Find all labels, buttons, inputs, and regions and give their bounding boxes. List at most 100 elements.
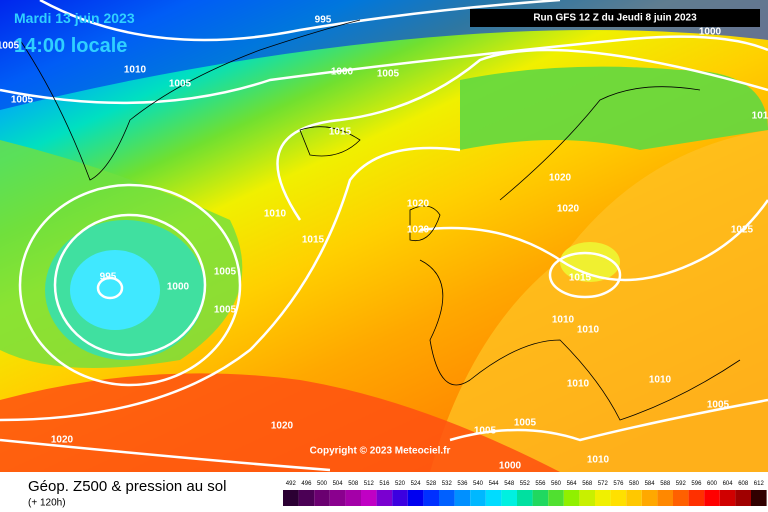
run-info: Run GFS 12 Z du Jeudi 8 juin 2023 [533, 13, 697, 24]
legend-label: 604 [723, 481, 734, 487]
isobar-label: 1005 [214, 305, 237, 316]
isobar-label: 1010 [577, 325, 600, 336]
isobar-label: 1005 [377, 69, 400, 80]
isobar-label: 1005 [707, 400, 730, 411]
legend-label: 512 [364, 481, 375, 487]
isobar-label: 1010 [567, 379, 590, 390]
legend-label: 516 [379, 481, 390, 487]
legend-swatch [532, 490, 549, 506]
isobar-label: 1020 [407, 199, 430, 210]
isobar-label: 1010 [264, 209, 287, 220]
legend-label: 556 [535, 481, 546, 487]
legend-swatch [626, 490, 642, 506]
legend-label: 560 [551, 481, 562, 487]
legend-swatch [688, 490, 705, 506]
legend-label: 524 [411, 481, 422, 487]
legend-label: 588 [660, 481, 671, 487]
legend-swatch [657, 490, 673, 506]
isobar-label: 1020 [271, 421, 294, 432]
legend-swatch [735, 490, 751, 506]
legend-label: 580 [629, 481, 640, 487]
legend-label: 576 [613, 481, 624, 487]
legend-label: 596 [691, 481, 702, 487]
legend-swatch [610, 490, 627, 506]
isobar-label: 1005 [214, 267, 237, 278]
isobar-label: 1025 [731, 225, 754, 236]
legend-label: 496 [301, 481, 312, 487]
legend-label: 500 [317, 481, 328, 487]
legend-swatch [719, 490, 736, 506]
legend-swatch [376, 490, 393, 506]
legend-label: 532 [442, 481, 453, 487]
forecast-time: 14:00 locale [14, 35, 127, 57]
isobar-label: 995 [100, 272, 117, 283]
legend-label: 612 [754, 481, 765, 487]
isobar-label: 1000 [499, 461, 522, 472]
legend-swatch [423, 490, 439, 506]
legend-label: 492 [286, 481, 297, 487]
isobar-label: 1015 [569, 273, 592, 284]
legend-label: 544 [489, 481, 500, 487]
isobar-label: 995 [315, 15, 332, 26]
legend-label: 608 [738, 481, 749, 487]
isobar-label: 1020 [407, 225, 430, 236]
isobar-label: 1010 [649, 375, 672, 386]
isobar-label: 1010 [552, 315, 575, 326]
isobar-label: 1020 [557, 204, 580, 215]
legend-label: 564 [567, 481, 578, 487]
isobar-label: 1005 [514, 418, 537, 429]
legend-swatch [548, 490, 564, 506]
isobar-label: 1020 [549, 173, 572, 184]
isobar-label: 1015 [329, 127, 352, 138]
isobar-label: 1005 [169, 79, 192, 90]
legend-swatch [283, 490, 299, 506]
legend-swatch [329, 490, 346, 506]
forecast-date: Mardi 13 juin 2023 [14, 10, 135, 26]
isobars [0, 0, 768, 470]
legend-swatch [314, 490, 330, 506]
legend-swatch [298, 490, 315, 506]
legend-swatch [485, 490, 502, 506]
legend-label: 536 [457, 481, 468, 487]
legend-swatch [751, 490, 767, 506]
isobar-label: 101 [752, 111, 768, 122]
isobar-label: 1015 [302, 235, 325, 246]
legend-swatch [407, 490, 424, 506]
isobar-label: 1000 [167, 282, 190, 293]
legend-label: 520 [395, 481, 406, 487]
legend-swatch [579, 490, 595, 506]
legend-label: 552 [520, 481, 531, 487]
legend-swatch [704, 490, 720, 506]
isobar-label: 1000 [699, 27, 722, 38]
legend-swatch [470, 490, 486, 506]
legend-swatch [641, 490, 658, 506]
legend-swatch [563, 490, 580, 506]
legend-label: 600 [707, 481, 718, 487]
isobar-label: 1010 [124, 65, 147, 76]
legend-swatch [673, 490, 689, 506]
legend-label: 540 [473, 481, 484, 487]
copyright: Copyright © 2023 Meteociel.fr [310, 446, 451, 457]
isobar-label: 1005 [11, 95, 34, 106]
footer-title: Géop. Z500 & pression au sol [28, 478, 226, 495]
isobar-label: 1005 [474, 426, 497, 437]
map-field [0, 0, 768, 472]
legend-label: 548 [504, 481, 515, 487]
isobar-label: 1020 [51, 435, 74, 446]
isobar-labels: 995 1005 1010 1000 1005 1005 1005 1015 1000 101 10… [0, 15, 768, 472]
isobar-label: 1000 [331, 67, 354, 78]
legend-label: 572 [598, 481, 609, 487]
legend-swatch [501, 490, 517, 506]
legend-swatch [392, 490, 408, 506]
legend-label: 508 [348, 481, 359, 487]
color-legend: 492 496 500 504 508 512 516 520 524 528 532 536 540 5… [283, 481, 767, 506]
legend-swatch [439, 490, 455, 506]
footer-lead: (+ 120h) [28, 498, 66, 509]
run-banner [470, 9, 760, 27]
legend-swatch [361, 490, 377, 506]
legend-label: 584 [645, 481, 656, 487]
legend-label: 504 [333, 481, 344, 487]
isobar-label: 1005 [0, 41, 20, 52]
legend-swatch [595, 490, 611, 506]
